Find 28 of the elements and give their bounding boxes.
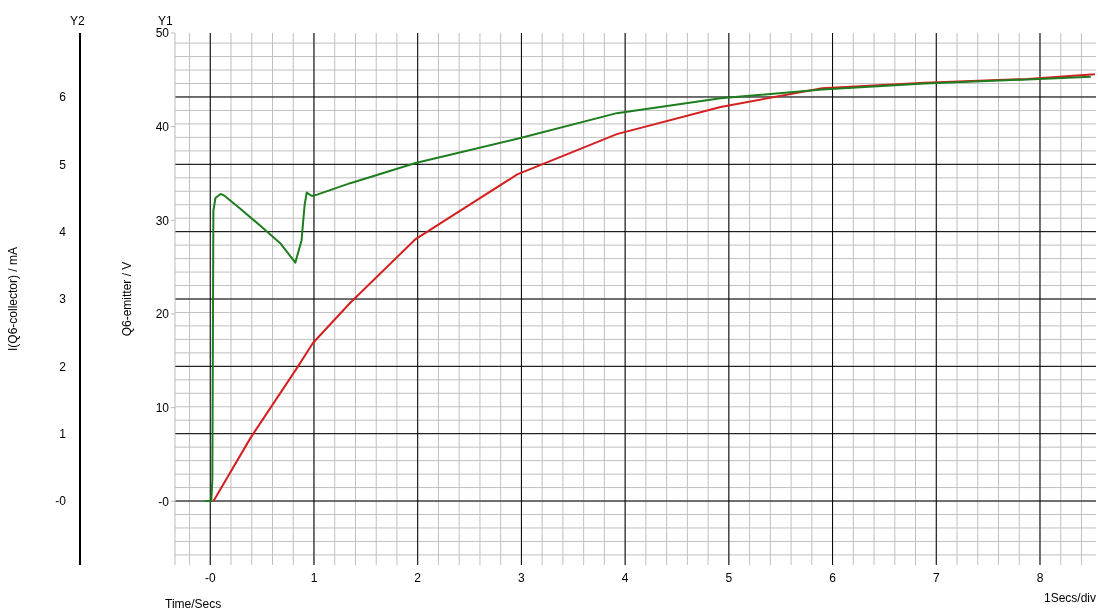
text: Y1 [158, 14, 173, 28]
y2-tick-label: 4 [59, 224, 67, 239]
x-axis-title: Time/Secs [165, 597, 222, 611]
y2-tick-label: 6 [59, 90, 67, 105]
y-tick-label: 50 [155, 26, 170, 41]
x-tick-label: 3 [518, 570, 526, 585]
y2-tick-label: 2 [59, 359, 67, 374]
text: Y2 [70, 14, 85, 28]
y-tick-label: 40 [155, 119, 170, 134]
x-tick-label: 7 [932, 570, 940, 585]
y-tick-label: 20 [155, 307, 170, 322]
y2-tick-label: 1 [59, 426, 67, 441]
x-tick-label: 2 [414, 570, 422, 585]
y-tick-label: -0 [158, 494, 170, 509]
x-tick-label: 1 [310, 570, 318, 585]
text: 1Secs/div [1043, 591, 1096, 605]
y-tick-label: 10 [155, 400, 170, 415]
y2-tick-label: -0 [55, 494, 67, 509]
x-tick-label: 4 [621, 570, 629, 585]
y2-tick-label: 5 [59, 157, 67, 172]
x-tick-label: 5 [725, 570, 733, 585]
y-axis-title: Q6-emitter / V [120, 261, 135, 337]
y-tick-label: 30 [155, 213, 170, 228]
y2-axis-title: I(Q6-collector) / mA [6, 246, 21, 352]
x-tick-label: -0 [204, 570, 216, 585]
y2-tick-label: 3 [59, 292, 67, 307]
x-tick-label: 6 [829, 570, 837, 585]
x-tick-label: 8 [1036, 570, 1044, 585]
